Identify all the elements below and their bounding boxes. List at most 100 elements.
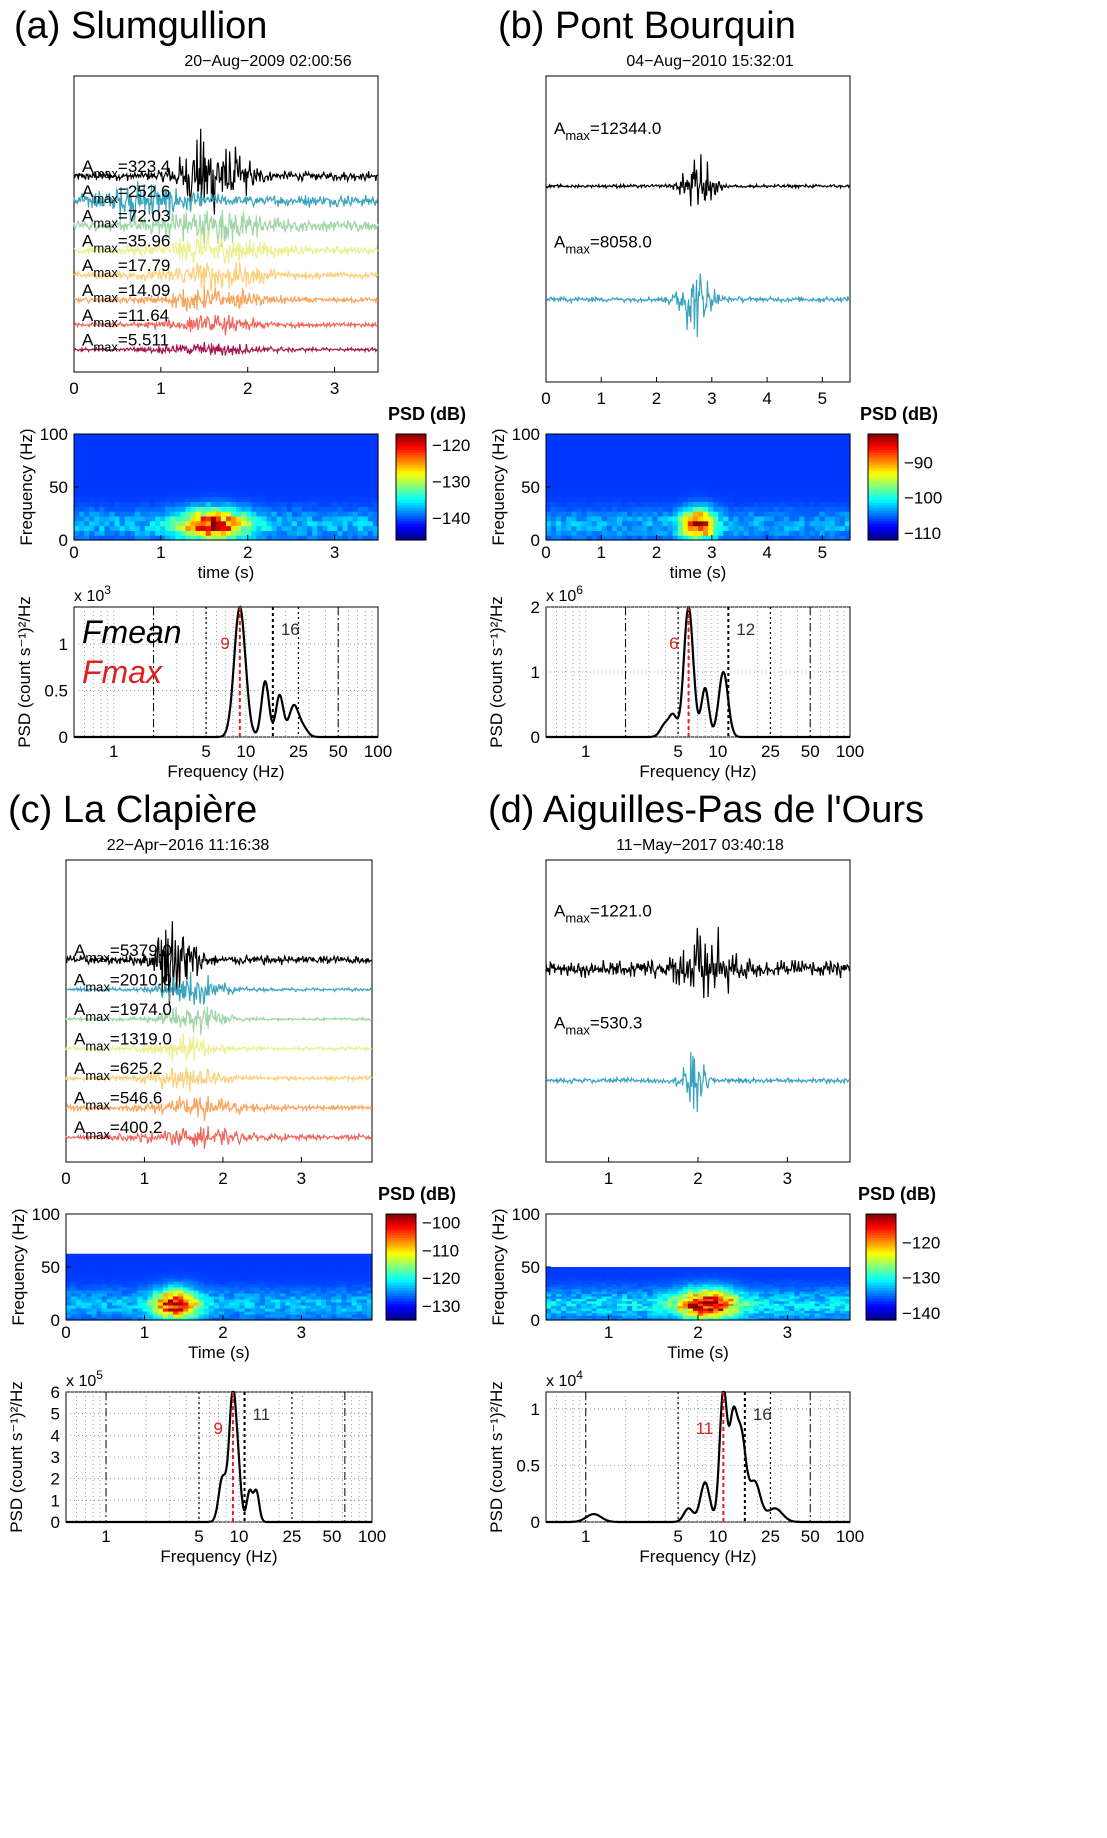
spectrogram-cell [784,525,790,531]
spectrogram-cell [79,535,85,541]
spectrogram-cell [326,1256,332,1261]
spectrogram-cell [142,1316,149,1321]
spectrogram-cell [104,443,111,450]
spectrogram-cell [331,1265,337,1270]
spectrogram-cell [124,477,131,483]
spectrogram-cell [824,438,831,445]
spectrogram-cell [266,515,273,522]
spectrogram-cell [198,1298,205,1303]
spectrogram-cell [566,520,572,527]
spectrogram-cell [546,1269,552,1273]
spectrogram-cell [234,1301,240,1306]
spectrogram-cell [576,1267,583,1271]
spectrogram-cell [266,477,273,483]
spectrogram-cell [104,530,111,536]
spectrogram-cell [342,443,349,450]
spectrogram-cell [774,443,780,450]
spectrogram-cell [210,434,217,440]
spectrogram-cell [200,443,207,450]
spectrogram-cell [337,434,344,440]
spectrogram-cell [291,491,298,498]
spectrogram-cell [76,1277,82,1282]
spectrogram-cell [768,520,775,527]
spectrogram-cell [622,1315,628,1319]
spectrogram-cell [109,482,116,488]
spectrogram-cell [753,491,760,498]
spectrogram-cell [586,1269,593,1273]
spectrogram-cell [152,1307,159,1312]
spectrogram-cell [723,535,729,541]
spectrogram-cell [152,1304,159,1309]
spectrogram-cell [208,1292,215,1297]
spectrogram-cell [215,487,222,493]
spectrogram-cell [357,535,364,541]
spectrogram-cell [81,1310,87,1315]
y-tick-label: 100 [512,425,540,444]
spectrogram-cell [667,1298,674,1302]
spectrogram-cell [155,506,161,512]
spectrogram-cell [768,438,775,445]
spectrogram-cell [203,1304,210,1309]
spectrogram-cell [119,506,126,512]
spectrogram-cell [259,1277,266,1282]
spectrogram-cell [198,1313,205,1318]
spectrogram-cell [300,1289,307,1294]
spectrogram-cell [114,462,121,469]
spectrogram-cell [137,1310,144,1315]
spectrogram-cell [672,458,679,464]
spectrogram-cell [310,1295,317,1300]
spectrogram-cell [642,1310,648,1314]
spectrogram-cell [367,448,374,454]
spectrogram-cell [86,1283,93,1288]
colorbar-cell [396,479,426,483]
spectrogram-cell [276,453,283,459]
spectrogram-cell [200,458,207,464]
spectrogram-cell [606,530,613,536]
spectrogram-cell [804,482,811,488]
spectrogram-cell [632,1276,638,1280]
spectrogram-cell [76,1283,82,1288]
spectrogram-cell [611,1276,618,1280]
spectrogram-cell [122,1301,128,1306]
colorbar-cell [396,487,426,491]
spectrogram-cell [99,472,105,478]
spectrogram-cell [632,1312,638,1316]
spectrogram-cell [723,525,729,531]
spectrogram-cell [302,520,308,527]
spectrogram-cell [657,487,664,493]
spectrogram-cell [281,482,288,488]
spectrogram-cell [601,477,608,483]
spectrogram-cell [763,520,770,527]
spectrogram-cell [256,472,263,478]
spectrogram-cell [220,515,227,522]
spectrogram-cell [332,506,339,512]
spectrogram-cell [193,1310,200,1315]
spectrogram-cell [774,434,780,440]
spectrogram-cell [180,520,187,527]
spectrogram-cell [743,515,750,522]
spectrogram-cell [79,496,85,503]
spectrogram-cell [74,453,80,459]
spectrogram-cell [809,491,816,498]
spectrogram-cell [249,1274,256,1279]
spectrogram-cell [551,462,557,469]
spectrogram-cell [144,443,151,450]
spectrogram-cell [687,482,694,488]
spectrogram-cell [611,1303,618,1307]
spectrogram-cell [662,491,669,498]
spectrogram-cell [546,491,552,498]
spectrogram-cell [616,535,623,541]
spectrogram-cell [312,535,318,541]
spectrogram-cell [175,458,181,464]
spectrogram-cell [606,434,613,440]
spectrogram-cell [129,453,136,459]
spectrogram-cell [642,1317,648,1321]
spectrogram-cell [234,1310,240,1315]
spectrogram-cell [101,1316,108,1321]
spectrogram-cell [551,535,557,541]
spectrogram-cell [637,535,643,541]
spectrogram-cell [200,453,207,459]
spectrogram-cell [561,1315,567,1319]
spectrogram-cell [271,491,278,498]
spectrogram-cell [251,525,257,531]
